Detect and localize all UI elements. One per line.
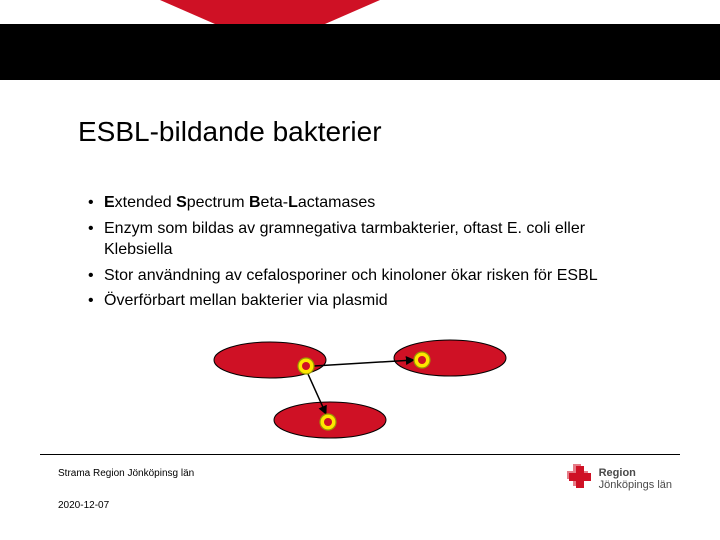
plasmid-left — [298, 358, 314, 374]
plasmid-right — [414, 352, 430, 368]
footer-date: 2020-12-07 — [58, 500, 109, 511]
bullet-item: Extended Spectrum Beta-Lactamases — [82, 192, 642, 214]
logo-line1: Region — [599, 467, 672, 479]
bullet-item: Stor användning av cefalosporiner och ki… — [82, 265, 642, 287]
logo-mark-icon — [567, 464, 593, 494]
header-band — [0, 24, 720, 80]
slide: ESBL-bildande bakterier Extended Spectru… — [0, 0, 720, 540]
logo-line2: Jönköpings län — [599, 479, 672, 491]
region-logo: Region Jönköpings län — [567, 464, 672, 494]
bullet-item: Enzym som bildas av gramnegativa tarmbak… — [82, 218, 642, 261]
slide-title: ESBL-bildande bakterier — [78, 116, 382, 148]
plasmid-bottom — [320, 414, 336, 430]
logo-text: Region Jönköpings län — [599, 467, 672, 491]
cell-right — [394, 340, 506, 376]
bullet-item: Överförbart mellan bakterier via plasmid — [82, 290, 642, 312]
plasmid-diagram — [200, 330, 520, 450]
bullet-list: Extended Spectrum Beta-Lactamases Enzym … — [82, 192, 642, 316]
footer-org: Strama Region Jönköpinsg län — [58, 468, 194, 479]
footer-divider — [40, 454, 680, 455]
